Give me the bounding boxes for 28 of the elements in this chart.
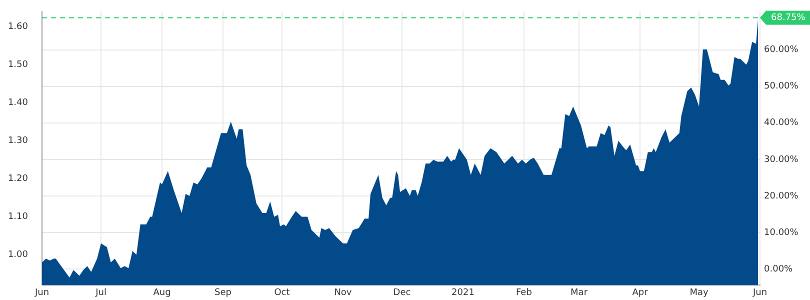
x-tick-label: 2021 — [452, 288, 474, 298]
x-tick-label: Aug — [153, 288, 171, 298]
y-tick-label: 1.60 — [8, 22, 28, 32]
x-tick-label: Nov — [334, 288, 352, 298]
y2-tick-label: 50.00% — [764, 82, 799, 92]
y2-tick-label: 40.00% — [764, 118, 799, 128]
x-tick-label: Dec — [393, 288, 411, 298]
y2-tick-label: 60.00% — [764, 45, 799, 56]
y2-tick-label: 30.00% — [764, 154, 799, 165]
x-tick-label: Jun — [34, 288, 50, 298]
x-tick-label: Jun — [752, 288, 768, 298]
ref-line-label: 68.75% — [771, 13, 806, 24]
y2-tick-label: 20.00% — [764, 191, 799, 202]
x-tick-label: Mar — [570, 288, 588, 298]
y-tick-label: 1.20 — [8, 174, 28, 184]
y2-tick-label: 10.00% — [764, 228, 799, 238]
x-tick-label: Oct — [274, 288, 290, 298]
y-tick-label: 1.00 — [8, 250, 28, 260]
y2-tick-label: 0.00% — [764, 264, 794, 274]
x-tick-label: May — [690, 288, 709, 298]
x-tick-label: Sep — [214, 288, 232, 298]
x-tick-label: Feb — [516, 288, 532, 298]
y-tick-label: 1.30 — [8, 136, 28, 146]
y-tick-label: 1.50 — [8, 60, 28, 70]
y-tick-label: 1.10 — [8, 212, 28, 222]
x-tick-label: Jul — [94, 288, 106, 298]
x-tick-label: Apr — [632, 288, 648, 298]
y-tick-label: 1.40 — [8, 98, 28, 108]
